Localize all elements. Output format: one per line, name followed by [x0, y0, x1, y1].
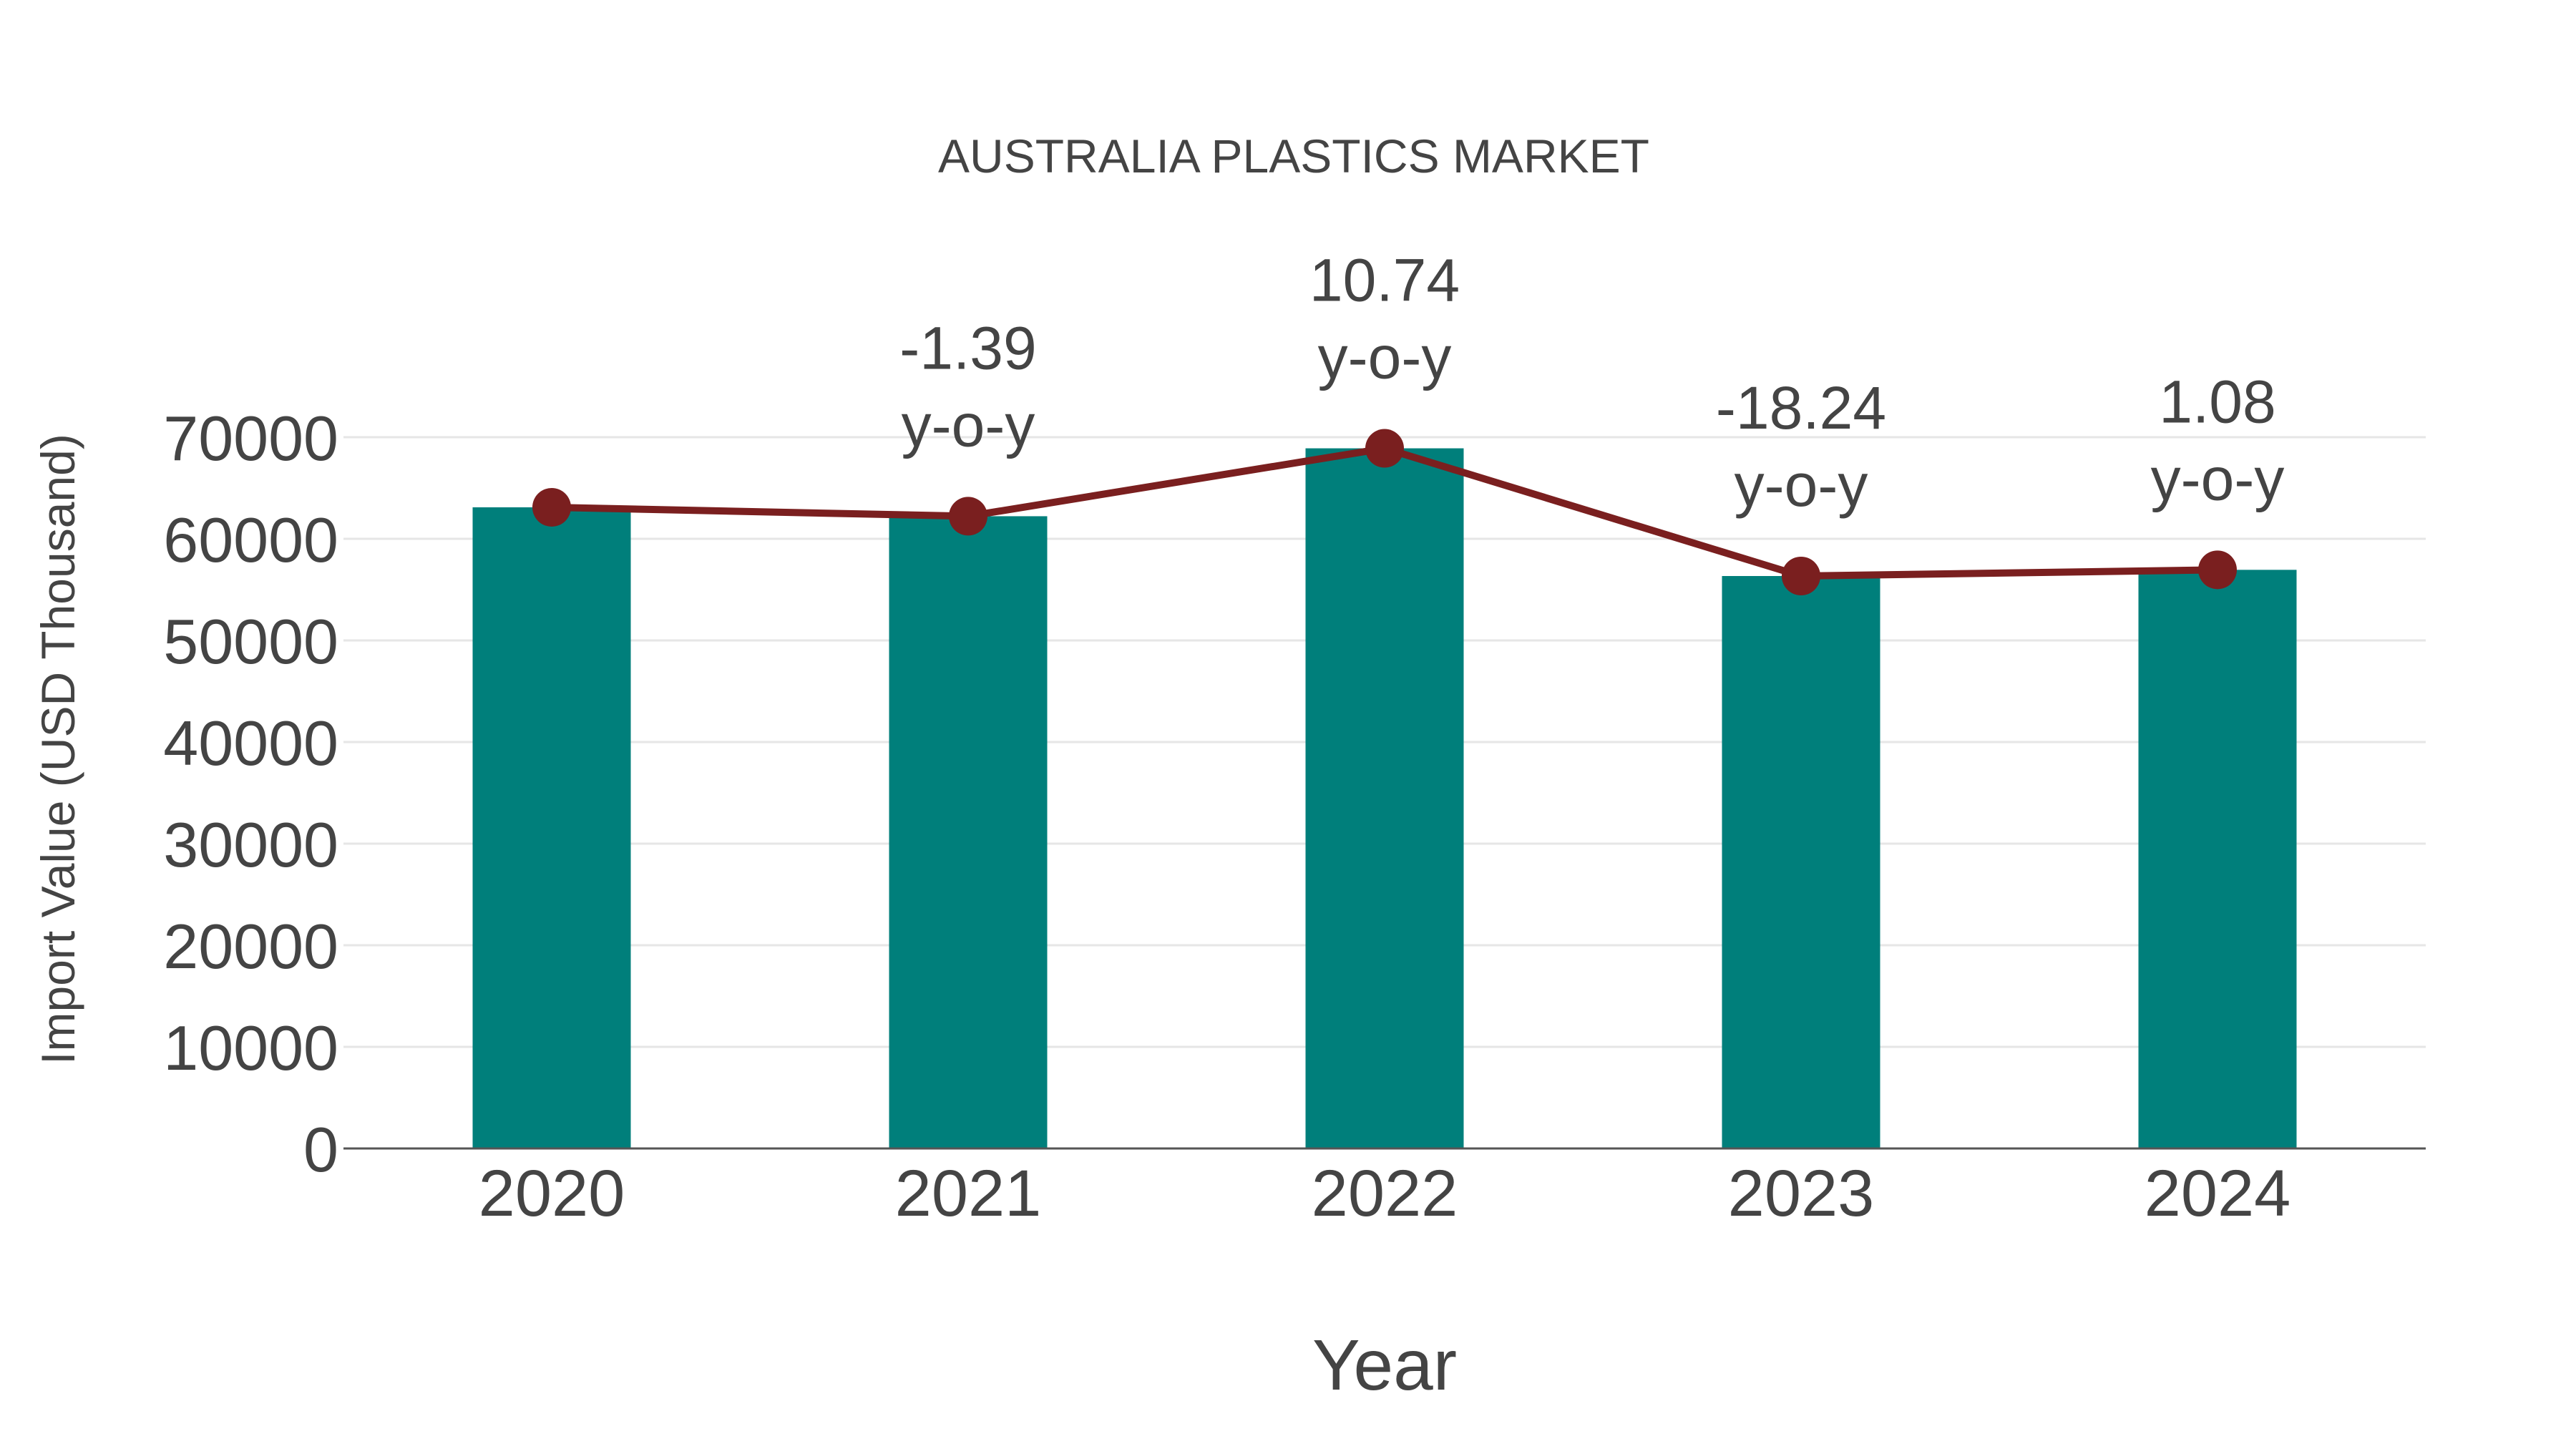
marker-2024 — [2198, 550, 2237, 590]
y-tick-label: 20000 — [163, 911, 338, 982]
yoy-suffix: y-o-y — [902, 391, 1035, 459]
bar-2020 — [472, 507, 631, 1148]
x-tick-label: 2022 — [1312, 1157, 1458, 1230]
marker-2023 — [1782, 557, 1820, 596]
x-tick-label: 2021 — [895, 1157, 1042, 1230]
y-tick-label: 30000 — [163, 809, 338, 880]
line-series — [532, 429, 2237, 596]
y-tick-label: 10000 — [163, 1013, 338, 1083]
y-axis-ticks: 0 10000 20000 30000 40000 50000 60000 70000 — [163, 403, 338, 1185]
yoy-suffix: y-o-y — [1318, 324, 1452, 391]
annotation-2021: -1.39 y-o-y — [899, 314, 1036, 459]
yoy-suffix: y-o-y — [2151, 445, 2285, 512]
bar-2023 — [1722, 576, 1880, 1148]
yoy-value: 1.08 — [2159, 368, 2276, 435]
annotation-2024: 1.08 y-o-y — [2151, 368, 2285, 512]
y-tick-label: 0 — [303, 1114, 338, 1185]
yoy-annotations: -1.39 y-o-y 10.74 y-o-y -18.24 y-o-y 1.08 y-o-y — [899, 247, 2284, 519]
x-axis-ticks: 2020 2021 2022 2023 2024 — [479, 1157, 2291, 1230]
marker-2022 — [1365, 429, 1404, 468]
y-tick-label: 70000 — [163, 403, 338, 474]
x-axis-title: Year — [1312, 1325, 1457, 1405]
yoy-value: -1.39 — [899, 314, 1036, 381]
y-axis-title: Import Value (USD Thousand) — [31, 434, 84, 1065]
x-tick-label: 2023 — [1728, 1157, 1875, 1230]
bar-2024 — [2138, 570, 2297, 1148]
bar-2022 — [1305, 448, 1464, 1148]
bar-2021 — [889, 516, 1048, 1148]
annotation-2022: 10.74 y-o-y — [1309, 247, 1460, 391]
bar-series — [472, 448, 2297, 1148]
chart-title: AUSTRALIA PLASTICS MARKET — [938, 130, 1649, 182]
x-tick-label: 2020 — [479, 1157, 625, 1230]
annotation-2023: -18.24 y-o-y — [1716, 374, 1886, 519]
y-tick-label: 60000 — [163, 504, 338, 575]
marker-2020 — [532, 487, 571, 527]
yoy-suffix: y-o-y — [1735, 452, 1868, 519]
y-tick-label: 40000 — [163, 708, 338, 779]
yoy-value: 10.74 — [1309, 247, 1460, 314]
x-tick-label: 2024 — [2145, 1157, 2291, 1230]
yoy-value: -18.24 — [1716, 374, 1886, 441]
marker-2021 — [949, 497, 987, 536]
y-tick-label: 50000 — [163, 606, 338, 677]
